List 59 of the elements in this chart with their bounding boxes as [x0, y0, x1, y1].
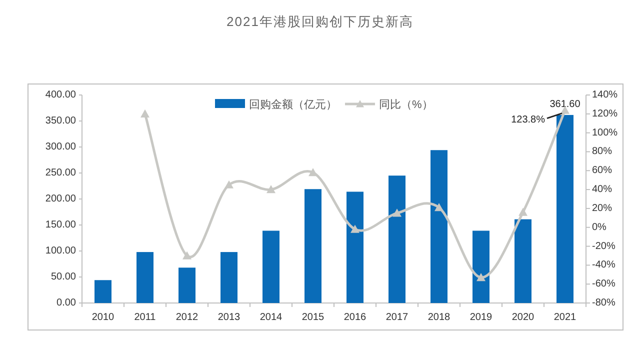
x-tick-label: 2021	[554, 312, 577, 323]
bar	[388, 176, 406, 303]
y-tick-label: 0.00	[56, 298, 76, 308]
x-tick-label: 2012	[176, 312, 199, 323]
legend-label: 同比（%）	[379, 98, 433, 111]
bar	[472, 230, 490, 303]
y-tick-label: 100.00	[45, 246, 76, 256]
bar	[430, 150, 448, 303]
y2-tick-label: 20%	[592, 202, 612, 214]
bar	[304, 189, 322, 303]
x-tick-label: 2014	[260, 312, 283, 323]
chart-title: 2021年港股回购创下历史新高	[226, 14, 414, 29]
y2-tick-label: 60%	[592, 165, 612, 176]
legend-label: 回购金额（亿元）	[249, 98, 337, 111]
y2-tick-label: -60%	[592, 278, 616, 290]
bar	[220, 252, 238, 303]
x-tick-label: 2016	[344, 312, 367, 323]
y-tick-label: 300.00	[45, 142, 76, 152]
x-tick-label: 2019	[470, 312, 493, 323]
y-tick-label: 400.00	[45, 90, 76, 100]
bar	[514, 219, 532, 303]
point	[140, 109, 150, 118]
y2-tick-label: -40%	[592, 260, 616, 271]
point	[266, 185, 276, 194]
bar	[94, 280, 112, 303]
x-tick-label: 2020	[512, 312, 535, 323]
y2-tick-label: 120%	[592, 108, 618, 120]
x-tick-label: 2010	[92, 312, 115, 323]
bar	[136, 252, 154, 303]
y2-tick-label: 0%	[592, 222, 607, 233]
bar	[178, 268, 196, 303]
bar	[346, 192, 364, 303]
point	[434, 203, 444, 212]
y2-tick-label: 80%	[592, 146, 612, 158]
point	[182, 251, 192, 260]
data-label: 361.60	[550, 98, 581, 110]
y-tick-label: 200.00	[45, 194, 76, 204]
y2-tick-label: 40%	[592, 184, 612, 196]
bar	[556, 114, 574, 303]
point	[350, 224, 360, 233]
x-tick-label: 2018	[428, 312, 451, 323]
x-tick-label: 2013	[218, 312, 241, 323]
point	[518, 208, 528, 216]
y2-tick-label: -20%	[592, 240, 616, 252]
x-tick-label: 2011	[134, 312, 156, 323]
point	[392, 208, 402, 217]
bar	[262, 230, 280, 303]
y-tick-label: 50.00	[50, 272, 76, 282]
y2-tick-label: 140%	[592, 90, 618, 100]
y-tick-label: 250.00	[45, 168, 76, 178]
x-tick-label: 2015	[302, 312, 325, 323]
y-tick-label: 350.00	[45, 116, 76, 126]
data-label: 123.8%	[511, 114, 546, 126]
y-tick-label: 150.00	[45, 220, 76, 230]
y2-tick-label: 100%	[592, 127, 618, 138]
point	[224, 180, 234, 188]
x-tick-label: 2017	[386, 312, 409, 323]
y2-tick-label: -80%	[592, 298, 616, 308]
point	[476, 272, 486, 282]
